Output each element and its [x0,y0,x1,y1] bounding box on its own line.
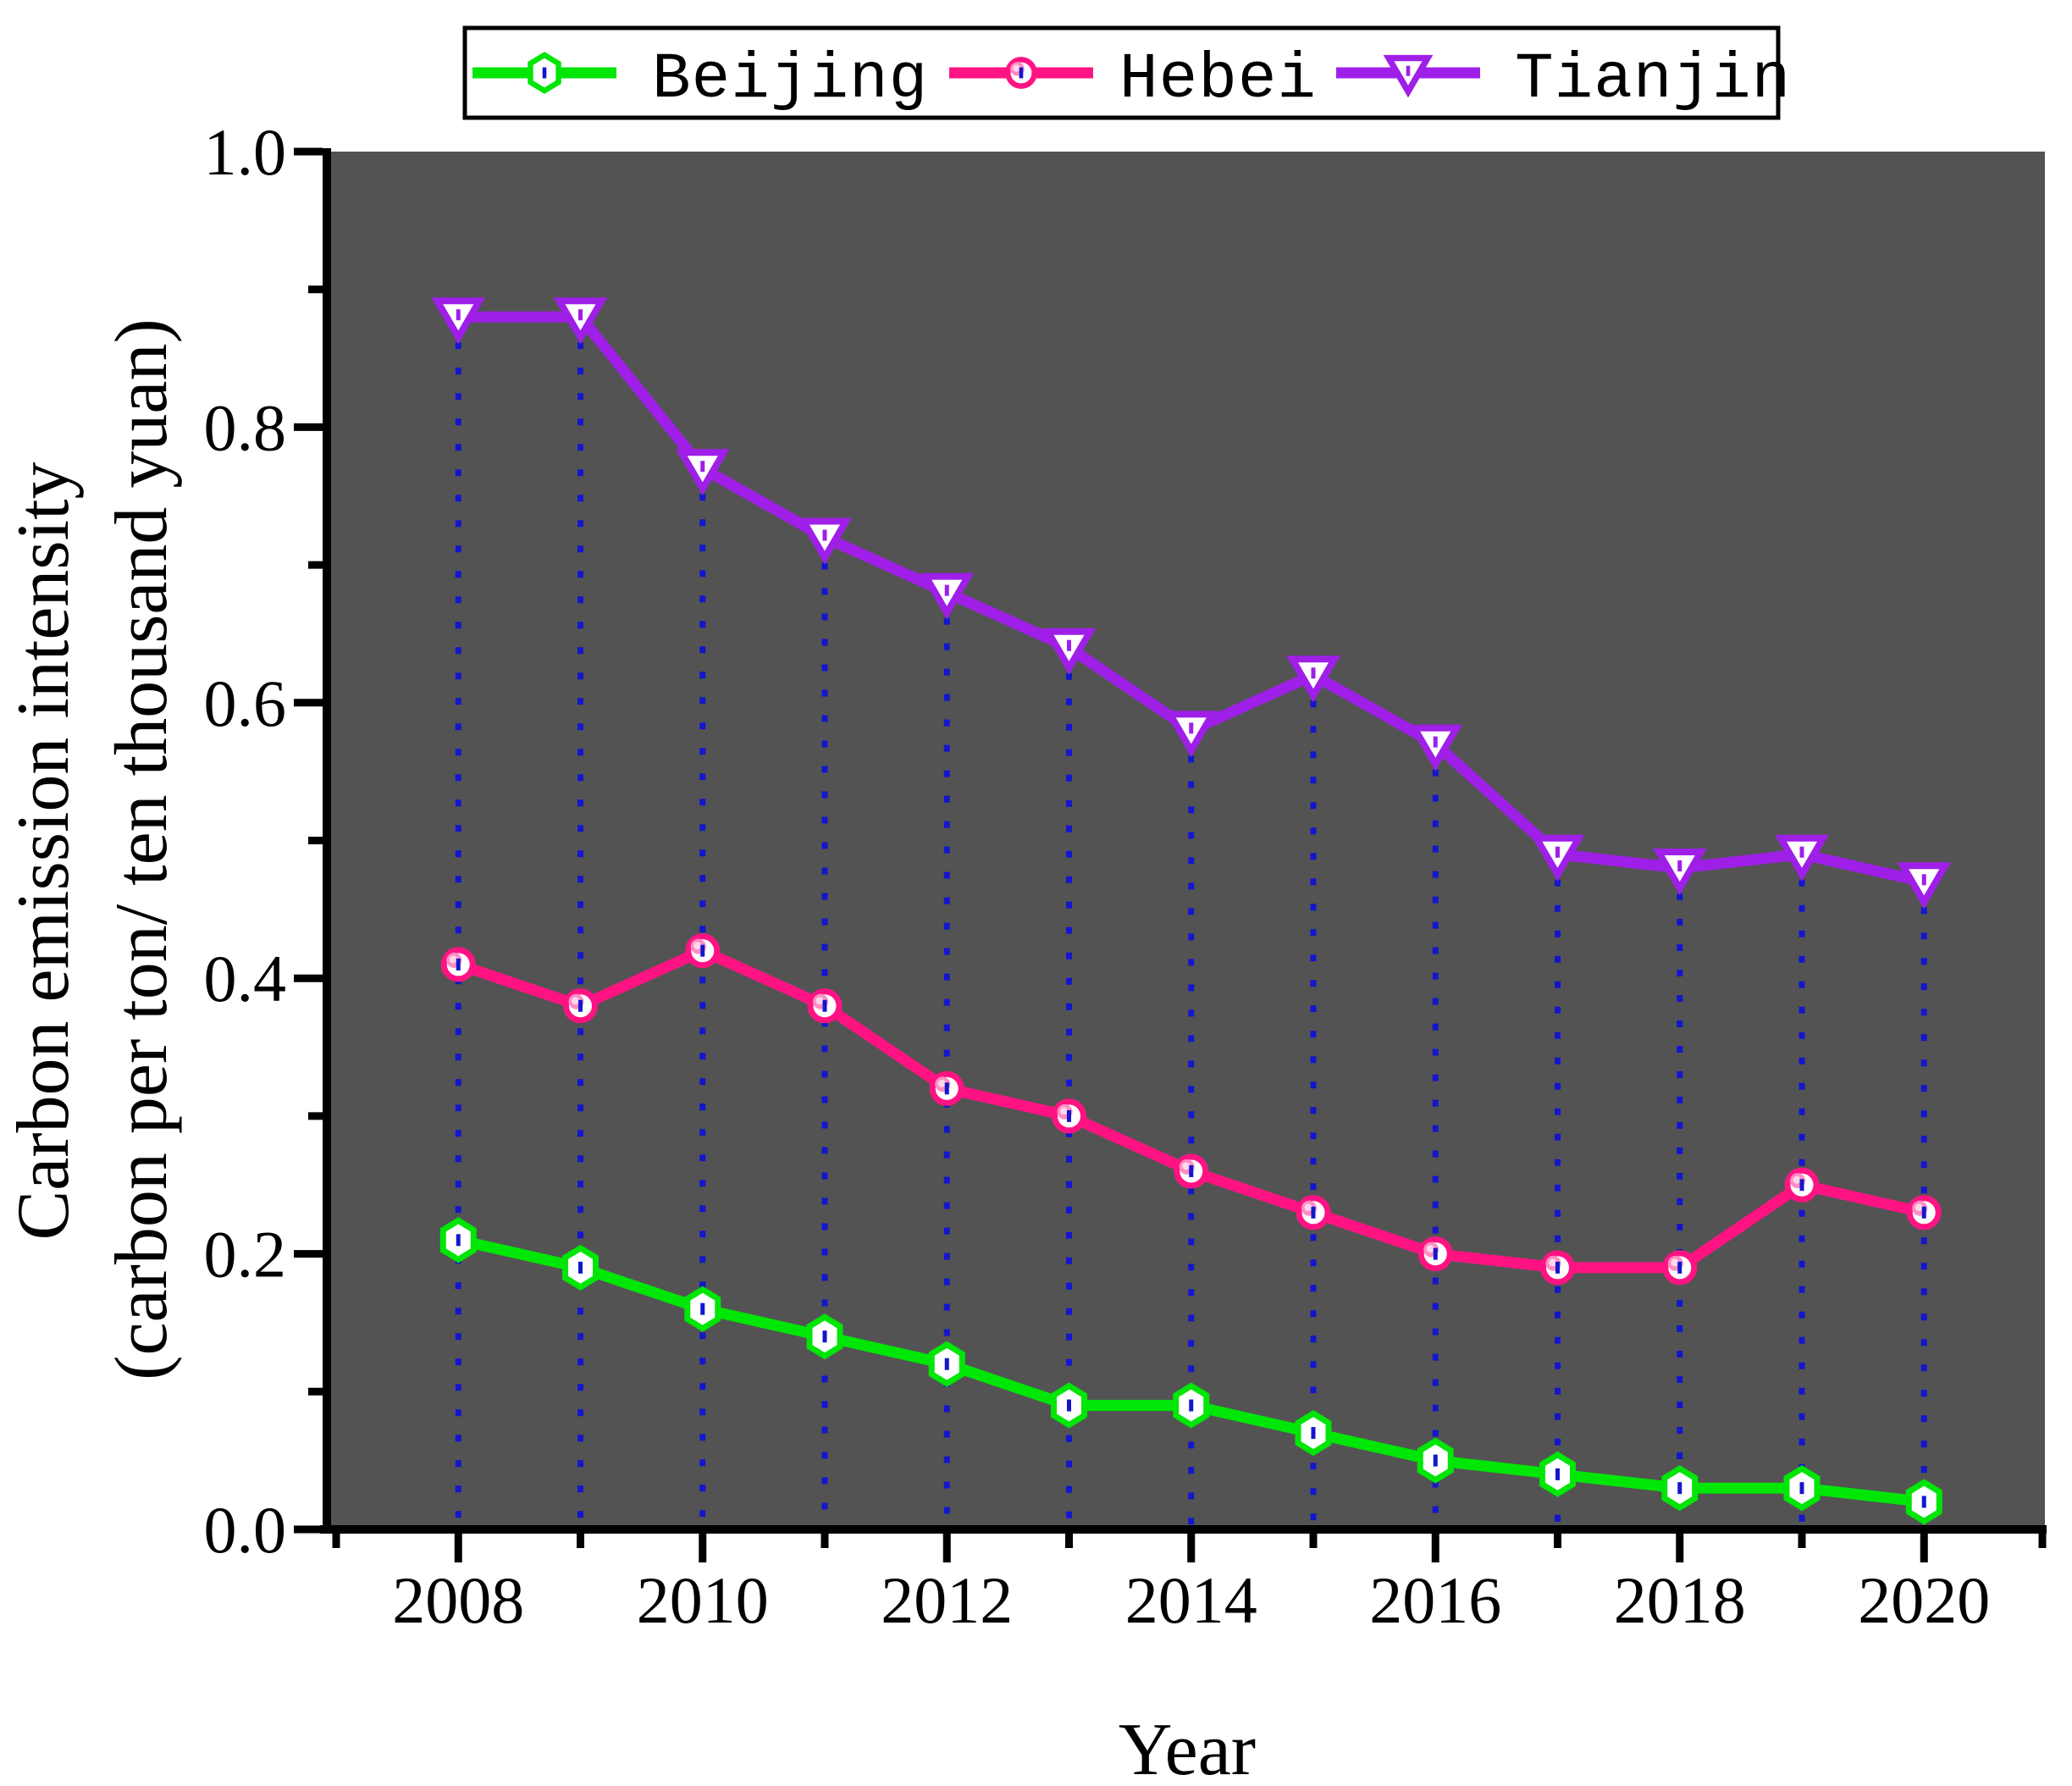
y-tick-label: 0.2 [204,1218,287,1291]
hexagon-marker [562,1244,599,1291]
legend-label: Tianjin [1515,43,1791,116]
ball-circle-marker [807,988,843,1024]
hexagon-marker [1661,1465,1699,1512]
hexagon-marker [1905,1479,1942,1525]
legend-label: Hebei [1119,43,1317,116]
ball-circle-marker [1906,1195,1942,1230]
y-axis-title-line2: (carbon per ton/ ten thousand yuan) [101,318,183,1380]
x-axis-title: Year [1119,1709,1256,1786]
y-tick-label: 0.0 [204,1493,287,1567]
triangle-down-marker [1897,862,1952,910]
hexagon-marker [684,1286,721,1332]
x-tick-label: 2010 [637,1563,769,1637]
triangle-down-marker [1652,849,1707,895]
legend-item-beijing: Beijing [472,43,928,116]
x-tick-label: 2020 [1858,1563,1990,1637]
x-tick-label: 2016 [1369,1563,1501,1637]
triangle-down-marker [1286,655,1340,703]
y-tick-label: 1.0 [204,115,287,189]
y-tick-label: 0.8 [204,390,287,464]
hexagon-marker [806,1313,843,1360]
y-axis-title-line1: Carbon emission intensity [3,462,85,1240]
legend-item-hebei: Hebei [949,43,1317,116]
legend-label: Beijing [652,43,928,116]
ball-circle-marker [1417,1236,1453,1272]
y-tick-label: 0.6 [204,666,287,740]
hexagon-marker [1417,1437,1454,1484]
triangle-down-marker [920,572,975,620]
x-tick-label: 2018 [1614,1563,1746,1637]
triangle-down-marker [1163,711,1218,758]
triangle-down-marker [553,297,608,345]
y-tick-label: 0.4 [204,942,287,1015]
triangle-down-marker [798,517,852,565]
plot-area [330,152,2045,1529]
hexagon-marker [528,52,561,94]
hexagon-marker [1539,1451,1576,1498]
legend-box [462,25,1781,120]
ball-circle-marker [929,1070,964,1106]
hexagon-marker [1295,1410,1332,1457]
ball-circle-marker [1005,57,1037,89]
hexagon-marker [1173,1382,1210,1429]
hexagon-marker [928,1341,965,1387]
series-markers [431,297,1952,1525]
triangle-down-marker [675,449,730,496]
triangle-down-marker [1383,54,1434,98]
ball-circle-marker [1540,1250,1575,1286]
axes [294,147,2047,1562]
ball-circle-marker [1662,1250,1698,1286]
hexagon-marker [439,1217,477,1263]
ball-circle-marker [1296,1195,1331,1230]
triangle-down-marker [1775,834,1829,882]
ball-circle-marker [1052,1098,1086,1134]
ball-circle-marker [1784,1167,1820,1203]
triangle-down-marker [431,297,486,345]
x-tick-label: 2008 [392,1563,524,1637]
triangle-down-marker [1530,834,1585,882]
triangle-down-marker [1042,628,1097,675]
triangle-down-marker [1408,724,1463,771]
ball-circle-marker [685,933,721,969]
hexagon-marker [1051,1382,1087,1429]
ball-circle-marker [1174,1153,1209,1189]
ball-circle-marker [563,988,598,1024]
x-tick-label: 2012 [881,1563,1013,1637]
legend-item-tianjin: Tianjin [1336,43,1791,116]
tick-labels: 0.0 0.2 0.4 0.6 0.8 1.0 2008 2010 2012 2014 2016 20… [204,115,1991,1637]
legend: Beijing Hebei Tianjin [462,25,1791,120]
ball-circle-marker [440,947,476,982]
x-tick-label: 2014 [1125,1563,1257,1637]
hexagon-marker [1783,1465,1821,1512]
